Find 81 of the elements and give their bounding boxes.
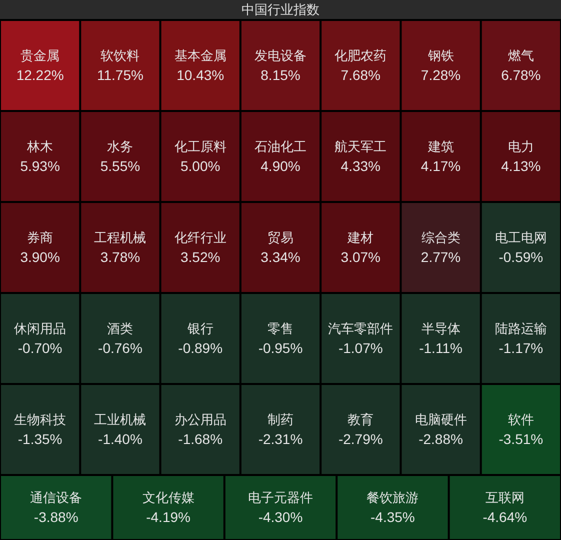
tile-value: 4.17% [420,158,461,174]
tile-value: 3.90% [20,249,60,266]
tile-name: 贵金属 [20,48,60,63]
tile-name: 电子元器件 [248,490,313,505]
tile-value: 4.33% [340,158,380,174]
tile-name: 餐饮旅游 [366,490,419,505]
tile-value: -3.51% [498,431,544,448]
tile-name: 酒类 [107,320,134,336]
tile-value: -4.19% [146,509,190,526]
tile-value: -2.31% [258,431,303,448]
tile-value: 3.52% [180,249,220,266]
tile-name: 零售 [268,320,294,336]
tile-value: -3.88% [34,509,78,526]
tile-value: -4.35% [370,509,415,526]
tile-value: -0.59% [498,249,544,266]
tile-name: 建筑 [428,138,454,154]
tile-value: 3.78% [100,249,140,266]
tile-name: 石油化工 [254,138,306,154]
tile-value: 5.93% [20,158,60,174]
tile-name: 电脑硬件 [414,412,467,427]
tile-value: 8.15% [260,67,300,84]
tile-name: 化工原料 [174,138,226,154]
tile-name: 文化传媒 [142,490,194,505]
tile-value: -1.11% [419,340,462,356]
tile-name: 燃气 [508,48,534,63]
tile-name: 航天军工 [334,138,387,154]
tile-value: 3.07% [340,249,380,266]
tile-value: -0.95% [258,340,303,356]
tile-name: 电力 [508,138,534,154]
tile-value: 3.34% [260,249,300,266]
tile-value: -4.64% [482,509,528,526]
tile-value: -2.79% [338,431,383,448]
tile-name: 通信设备 [30,490,82,505]
tile-name: 钢铁 [428,48,454,63]
tile-name: 化纤行业 [174,230,226,245]
tile-name: 软件 [508,412,534,427]
tile-name: 发电设备 [254,48,306,63]
tile-name: 综合类 [421,230,460,245]
tile-name: 建材 [348,230,374,245]
tile-value: -2.88% [418,431,463,448]
tile-value: -0.89% [178,340,223,356]
tile-value: 11.75% [97,67,144,84]
tile-value: 4.90% [260,158,300,174]
tile-value: -1.17% [498,340,544,356]
tile-value: -1.07% [338,340,383,356]
tile-value: 5.00% [180,158,220,174]
tile-name: 林木 [27,138,54,154]
tile-name: 陆路运输 [494,320,547,336]
tile-name: 化肥农药 [334,48,387,63]
tile-name: 工程机械 [94,230,146,245]
tile-value: 4.13% [501,158,541,174]
tile-value: -1.40% [98,431,142,448]
tile-value: 5.55% [100,158,140,174]
tile-name: 互联网 [485,490,524,505]
tile-name: 水务 [107,138,134,154]
tile-name: 基本金属 [174,48,226,63]
tile-value: -1.68% [178,431,223,448]
tile-name: 半导体 [421,320,460,336]
tile-value: -4.30% [258,509,303,526]
tile-name: 券商 [27,230,54,245]
tile-value: 2.77% [420,249,461,266]
tile-name: 电工电网 [494,230,547,245]
tile-value: 12.22% [16,67,64,84]
tile-name: 软饮料 [100,48,140,63]
tile-name: 汽车零部件 [328,320,394,336]
tile-name: 工业机械 [94,412,146,427]
tile-value: -0.70% [18,340,62,356]
tile-value: -0.76% [98,340,142,356]
tile-name: 生物科技 [14,412,66,427]
tile-value: 6.78% [501,67,541,84]
title: 中国行业指数 [242,2,320,17]
tile-value: 7.28% [420,67,461,84]
tile-value: 7.68% [340,67,380,84]
tile-name: 贸易 [268,230,294,245]
tile-value: -1.35% [18,431,62,448]
tile-value: 10.43% [176,67,224,84]
tile-name: 休闲用品 [14,320,66,336]
tile-name: 办公用品 [174,412,226,427]
tile-name: 教育 [348,412,374,427]
tile-name: 制药 [268,412,294,427]
tile-name: 银行 [187,320,214,336]
